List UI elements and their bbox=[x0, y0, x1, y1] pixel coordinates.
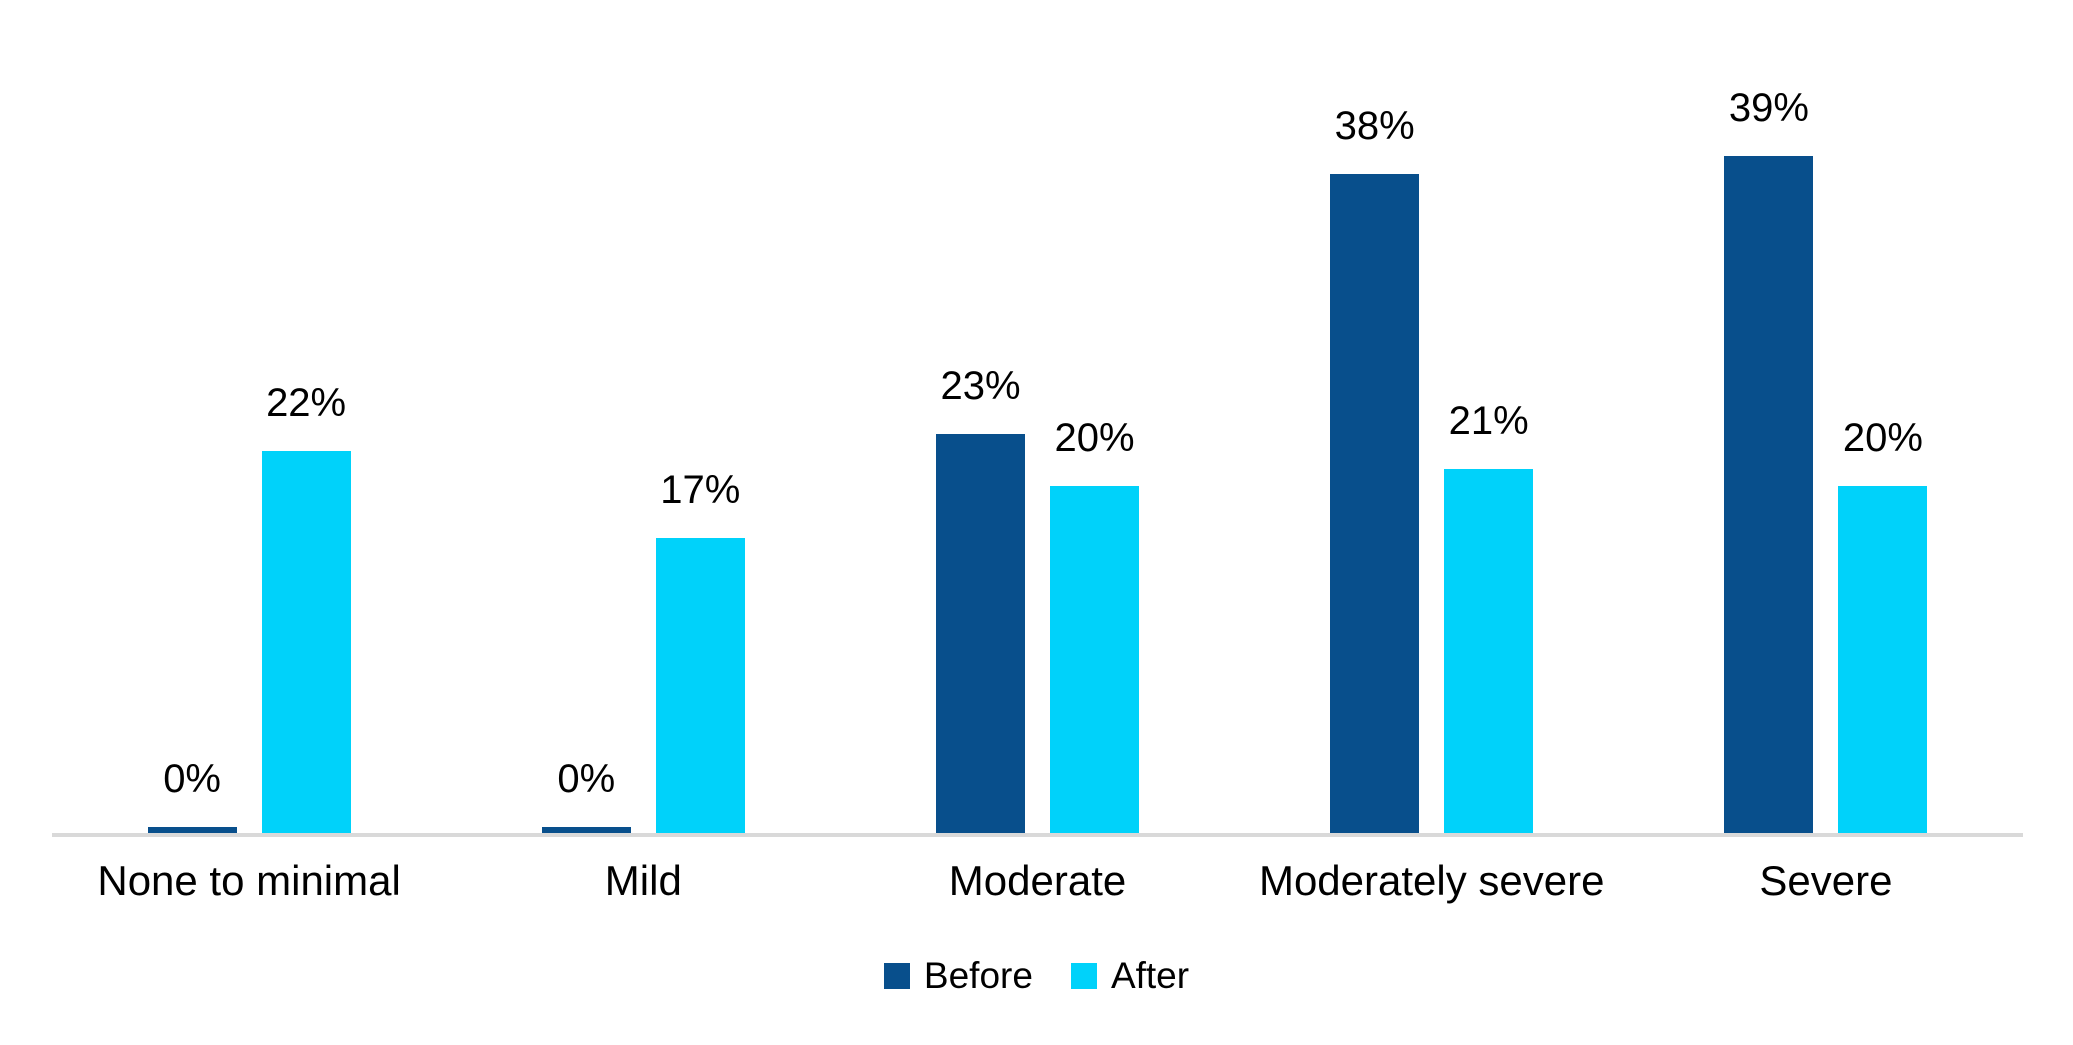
category-label-none-to-minimal: None to minimal bbox=[97, 857, 401, 904]
bar-after-mild: 17% bbox=[655, 470, 745, 833]
value-label-before-severe: 39% bbox=[1728, 86, 1809, 131]
bar-group-moderately-severe: 38% 21% bbox=[1235, 0, 1629, 833]
legend-label-before: Before bbox=[923, 955, 1033, 996]
bar-after-none-to-minimal: 22% bbox=[261, 383, 351, 833]
value-label-before-none-to-minimal: 0% bbox=[163, 757, 221, 801]
bar-after-moderately-severe: 21% bbox=[1444, 401, 1534, 833]
bar-after-severe: 20% bbox=[1838, 418, 1928, 833]
bar-before-none-to-minimal: 0% bbox=[147, 759, 237, 833]
bar-before-moderate: 23% bbox=[936, 366, 1025, 833]
bar-group-moderate: 23% 20% bbox=[840, 0, 1234, 833]
value-label-after-severe: 20% bbox=[1842, 416, 1923, 460]
legend-label-after: After bbox=[1110, 955, 1190, 996]
value-label-after-mild: 17% bbox=[660, 468, 741, 513]
bar-group-mild: 0% 17% bbox=[446, 0, 840, 833]
bar-group-none-to-minimal: 0% 22% bbox=[52, 0, 446, 833]
legend-swatch-after bbox=[1070, 963, 1097, 989]
legend-item-before: Before bbox=[883, 955, 1033, 997]
value-label-after-moderate: 20% bbox=[1054, 416, 1135, 460]
legend-item-after: After bbox=[1070, 955, 1190, 997]
legend: Before After bbox=[0, 955, 2073, 997]
bar-before-moderately-severe: 38% bbox=[1330, 106, 1420, 833]
value-label-before-moderate: 23% bbox=[940, 363, 1021, 408]
bar-before-mild: 0% bbox=[541, 759, 631, 833]
value-label-before-moderately-severe: 38% bbox=[1334, 103, 1415, 148]
plot-area: 0% 22% 0% 17% 23% 20% 38% 21% 39% 20% bbox=[52, 0, 2023, 833]
value-label-after-moderately-severe: 21% bbox=[1448, 398, 1529, 443]
x-axis-line bbox=[52, 833, 2023, 837]
value-label-after-none-to-minimal: 22% bbox=[266, 381, 347, 426]
category-label-mild: Mild bbox=[604, 857, 682, 904]
bar-before-severe: 39% bbox=[1724, 88, 1814, 833]
legend-swatch-before bbox=[883, 963, 910, 989]
category-label-severe: Severe bbox=[1759, 857, 1893, 904]
category-label-moderately-severe: Moderately severe bbox=[1258, 857, 1605, 904]
value-label-before-mild: 0% bbox=[557, 757, 616, 801]
bar-group-severe: 39% 20% bbox=[1629, 0, 2023, 833]
category-label-moderate: Moderate bbox=[948, 857, 1127, 904]
bar-after-moderate: 20% bbox=[1050, 418, 1139, 833]
category-axis-labels: None to minimal Mild Moderate Moderately se… bbox=[52, 857, 2023, 904]
